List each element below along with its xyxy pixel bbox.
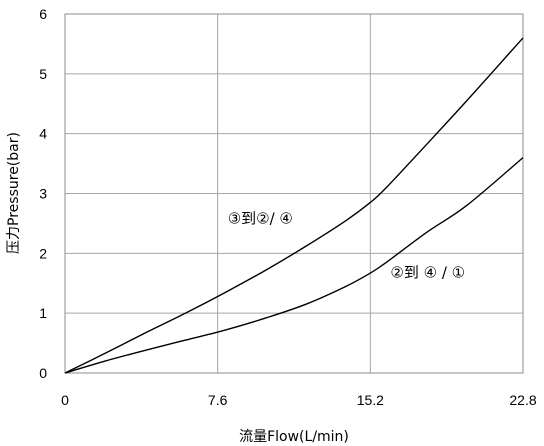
y-tick-label: 1	[39, 305, 47, 321]
y-tick-label: 3	[39, 186, 47, 202]
plot-frame	[64, 13, 524, 374]
annotations: ③到②/ ④ ②到 ④ / ①	[228, 209, 465, 281]
y-axis-title: 压力Pressure(bar)	[6, 132, 22, 254]
x-tick-labels: 0 7.6 15.2 22.8	[61, 392, 537, 408]
y-tick-label: 5	[39, 66, 47, 82]
y-tick-labels: 0 1 2 3 4 5 6	[39, 6, 47, 381]
x-tick-label: 15.2	[357, 392, 384, 408]
x-tick-label: 22.8	[509, 392, 536, 408]
series-lines	[64, 37, 524, 374]
x-tick-label: 7.6	[208, 392, 228, 408]
y-tick-label: 2	[39, 245, 47, 261]
gridlines	[65, 14, 523, 373]
y-tick-label: 4	[39, 126, 47, 142]
annotation-label-1: ③到②/ ④	[228, 209, 293, 227]
series-line-2	[64, 157, 524, 374]
annotation-label-2: ②到 ④ / ①	[390, 263, 465, 281]
y-tick-label: 6	[39, 6, 47, 22]
x-tick-label: 0	[61, 392, 69, 408]
x-axis-title: 流量Flow(L/min)	[239, 429, 349, 445]
y-tick-label: 0	[39, 365, 47, 381]
series-line-1	[64, 37, 524, 374]
